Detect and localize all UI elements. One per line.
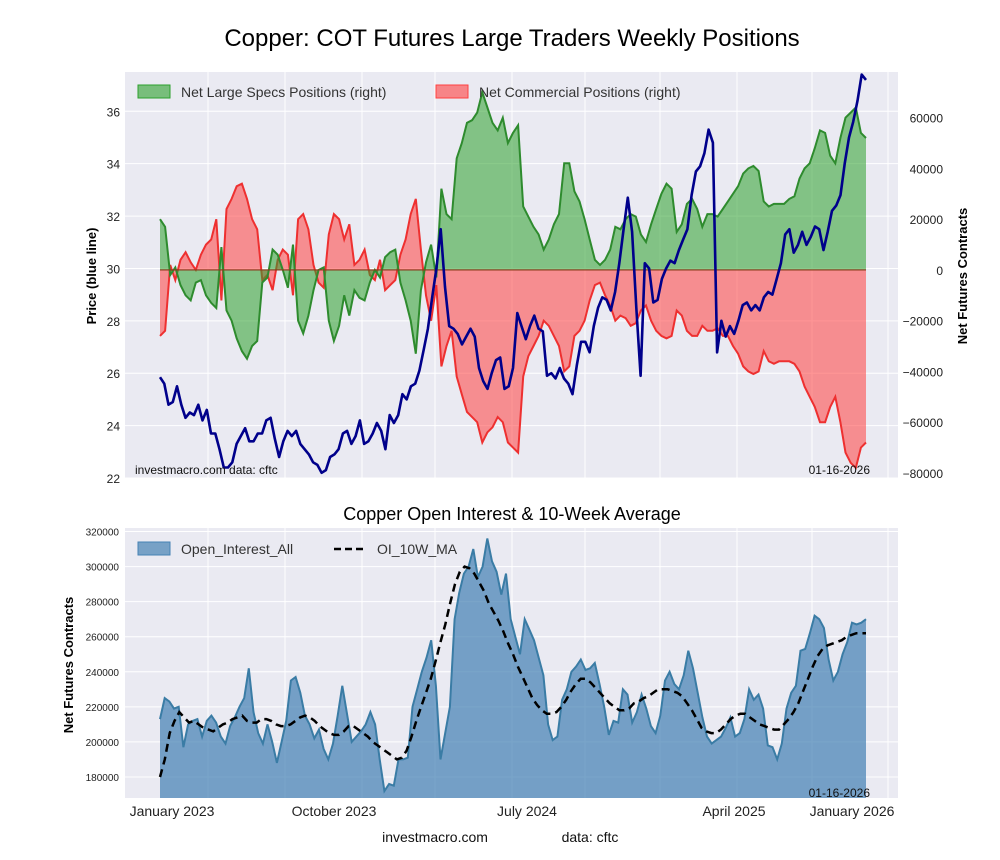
open-interest-tick-label: 260000 <box>86 633 120 644</box>
price-tick-label: 24 <box>107 420 121 434</box>
contracts-tick-label: 40000 <box>910 162 944 176</box>
contracts-axis-ticks: −80000 −60000 −40000 −20000 0 20000 40000 60000 <box>903 112 944 481</box>
bottom-date-annotation: 01-16-2026 <box>809 786 871 800</box>
open-interest-tick-label: 240000 <box>86 668 120 679</box>
date-tick-label: April 2025 <box>702 803 765 819</box>
contracts-tick-label: −60000 <box>903 416 944 430</box>
area-fill-1 <box>160 183 866 468</box>
open-interest-tick-label: 180000 <box>86 773 120 784</box>
legend-label-open-interest: Open_Interest_All <box>181 541 293 557</box>
open-interest-tick-label: 280000 <box>86 598 120 609</box>
open-interest-tick-label: 220000 <box>86 703 120 714</box>
top-source-annotation: investmacro.com data: cftc <box>135 463 278 477</box>
open-interest-title: Copper Open Interest & 10-Week Average <box>343 504 681 524</box>
top-legend: Net Large Specs Positions (right) Net Co… <box>137 84 681 100</box>
open-interest-edge <box>159 538 867 794</box>
bottom-legend: Open_Interest_All OI_10W_MA <box>137 541 458 557</box>
open-interest-panel: Copper Open Interest & 10-Week Average 1… <box>61 504 898 819</box>
contracts-tick-label: 20000 <box>910 213 944 227</box>
price-positions-panel: 22 24 26 28 30 32 34 36 −80000 −60000 −40000 −2000… <box>84 72 970 486</box>
legend-label-commercial: Net Commercial Positions (right) <box>479 84 681 100</box>
legend-swatch-open-interest <box>137 541 171 556</box>
contracts-tick-label: 0 <box>936 264 943 278</box>
contracts-tick-label: −40000 <box>903 365 944 379</box>
open-interest-axis-ticks: 180000 200000 220000 240000 260000 280000 3000… <box>86 528 120 784</box>
price-tick-label: 22 <box>107 472 121 486</box>
open-interest-tick-label: 200000 <box>86 738 120 749</box>
date-tick-label: January 2023 <box>130 803 215 819</box>
open-interest-area-group <box>159 538 867 798</box>
price-tick-label: 32 <box>107 210 121 224</box>
open-interest-tick-label: 300000 <box>86 563 120 574</box>
area-fill-0 <box>160 92 866 359</box>
moving-average-line <box>158 565 866 778</box>
legend-label-specs: Net Large Specs Positions (right) <box>181 84 386 100</box>
contracts-tick-label: −80000 <box>903 467 944 481</box>
price-tick-label: 34 <box>107 158 121 172</box>
figure-title: Copper: COT Futures Large Traders Weekly… <box>224 25 799 52</box>
moving-average-group <box>158 565 866 778</box>
legend-label-moving-average: OI_10W_MA <box>377 541 458 557</box>
price-tick-label: 26 <box>107 367 121 381</box>
area-edge-0 <box>159 88 867 361</box>
date-axis-ticks: January 2023 October 2023 July 2024 April 2… <box>130 803 895 819</box>
contracts-axis-label: Net Futures Contracts <box>955 208 970 345</box>
price-line-group <box>158 73 868 475</box>
footer-source: investmacro.com <box>382 829 488 845</box>
price-axis-ticks: 22 24 26 28 30 32 34 36 <box>107 105 121 486</box>
price-tick-label: 28 <box>107 315 121 329</box>
contracts-tick-label: −20000 <box>903 315 944 329</box>
price-axis-label: Price (blue line) <box>84 228 99 325</box>
legend-swatch-commercial <box>435 84 469 99</box>
price-tick-label: 30 <box>107 262 121 276</box>
contracts-tick-label: 60000 <box>910 112 944 126</box>
price-line <box>158 73 868 475</box>
date-tick-label: July 2024 <box>497 803 557 819</box>
positions-areas <box>159 88 867 470</box>
footer-data: data: cftc <box>562 829 619 845</box>
legend-swatch-specs <box>137 84 171 99</box>
date-tick-label: January 2026 <box>810 803 895 819</box>
top-date-annotation: 01-16-2026 <box>809 463 871 477</box>
open-interest-area <box>160 538 866 798</box>
price-tick-label: 36 <box>107 105 121 119</box>
date-tick-label: October 2023 <box>292 803 377 819</box>
open-interest-axis-label: Net Futures Contracts <box>61 597 76 734</box>
open-interest-tick-label: 320000 <box>86 528 120 539</box>
